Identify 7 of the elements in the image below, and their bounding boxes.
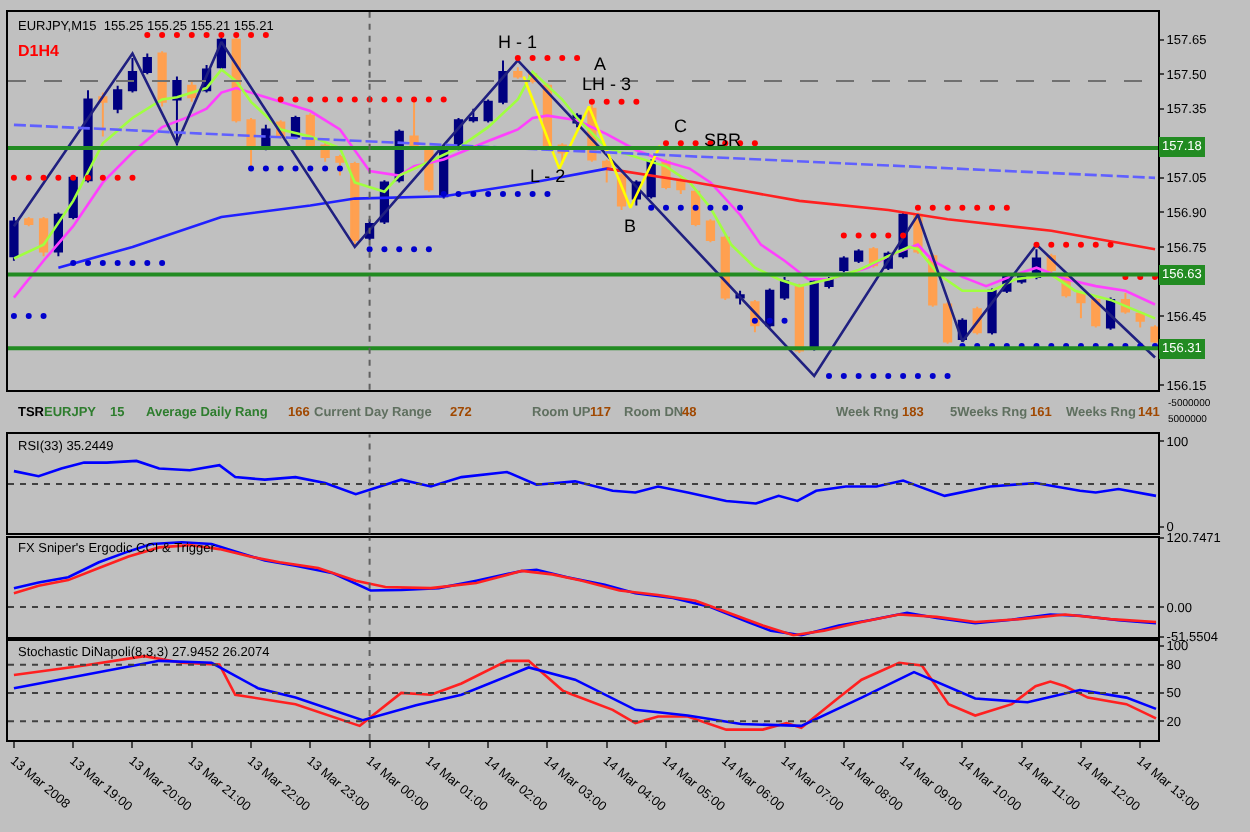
annotation: A [594,54,607,74]
annotation: H - 1 [498,32,538,52]
annotation: LH - 3 [582,74,632,94]
annotation: B [624,216,637,236]
annotation: SBR [704,130,743,150]
annotation: C [674,116,688,136]
annotation: D1H4 [18,42,61,60]
